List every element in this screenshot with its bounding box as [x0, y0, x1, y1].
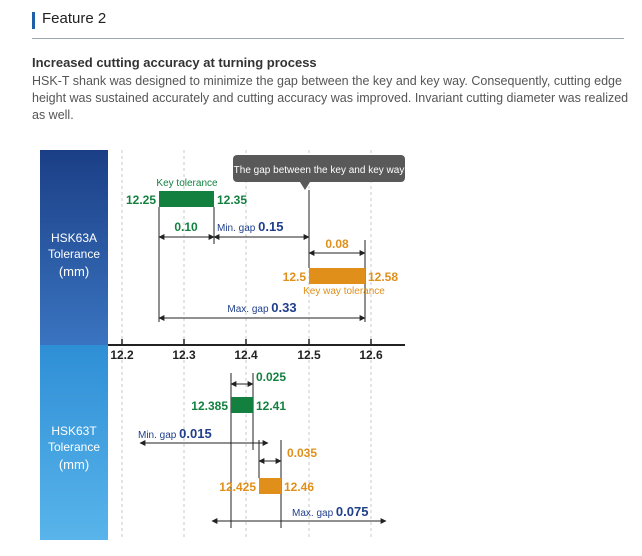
- feature-header: Feature 2: [32, 8, 624, 39]
- t-min-gap-label: Min. gap: [138, 430, 177, 441]
- a-key-label: Key tolerance: [156, 178, 218, 189]
- t-keyway-width: 0.035: [287, 446, 317, 460]
- a-keyway-bar: [309, 268, 365, 284]
- a-max-gap-label: Max. gap: [227, 304, 269, 315]
- t-min-gap-text: Min. gap 0.015: [138, 426, 212, 441]
- axis-tick-label: 12.5: [297, 348, 321, 362]
- t-max-gap-label: Max. gap: [292, 508, 334, 519]
- a-key-bar: [159, 191, 214, 207]
- t-keyway-bar: [259, 478, 281, 494]
- a-keyway-width: 0.08: [325, 237, 349, 251]
- a-min-gap-value: 0.15: [258, 219, 283, 234]
- feature-title: Feature 2: [42, 10, 107, 27]
- t-key-max: 12.41: [256, 399, 286, 413]
- t-min-gap-value: 0.015: [179, 426, 212, 441]
- a-min-gap-text: Min. gap 0.15: [217, 219, 283, 234]
- hsk63a-label-line2: Tolerance: [48, 247, 100, 261]
- t-max-gap-value: 0.075: [336, 504, 369, 519]
- hsk63t-label-line2: Tolerance: [48, 440, 100, 454]
- t-keyway-min: 12.425: [219, 480, 256, 494]
- t-max-gap-text: Max. gap 0.075: [292, 504, 368, 519]
- a-max-gap-value: 0.33: [271, 300, 296, 315]
- section-description: HSK-T shank was designed to minimize the…: [32, 74, 629, 122]
- gap-callout-text: The gap between the key and key way: [234, 165, 405, 176]
- hsk63a-band: [40, 150, 108, 345]
- t-key-min: 12.385: [191, 399, 228, 413]
- hsk63t-label-line1: HSK63T: [51, 424, 97, 438]
- hsk63t-label-unit: (mm): [59, 457, 89, 472]
- axis-tick-label: 12.2: [110, 348, 134, 362]
- hsk63t-band: [40, 345, 108, 540]
- a-keyway-label: Key way tolerance: [303, 286, 385, 297]
- a-max-gap-text: Max. gap 0.33: [227, 300, 296, 315]
- hsk63a-label-unit: (mm): [59, 264, 89, 279]
- a-key-width: 0.10: [174, 220, 198, 234]
- t-keyway-max: 12.46: [284, 480, 314, 494]
- gap-callout: [233, 155, 405, 182]
- axis-tick-label: 12.4: [234, 348, 258, 362]
- t-key-bar: [231, 397, 253, 413]
- a-key-max: 12.35: [217, 193, 247, 207]
- t-key-width: 0.025: [256, 370, 286, 384]
- axis-tick-label: 12.3: [172, 348, 196, 362]
- axis-tick-label: 12.6: [359, 348, 383, 362]
- a-keyway-min: 12.5: [283, 270, 307, 284]
- section-title: Increased cutting accuracy at turning pr…: [32, 55, 317, 70]
- a-keyway-max: 12.58: [368, 270, 398, 284]
- hsk63a-label-line1: HSK63A: [51, 231, 97, 245]
- a-min-gap-label: Min. gap: [217, 223, 256, 234]
- a-key-min: 12.25: [126, 193, 156, 207]
- feature-accent-bar: [32, 12, 35, 29]
